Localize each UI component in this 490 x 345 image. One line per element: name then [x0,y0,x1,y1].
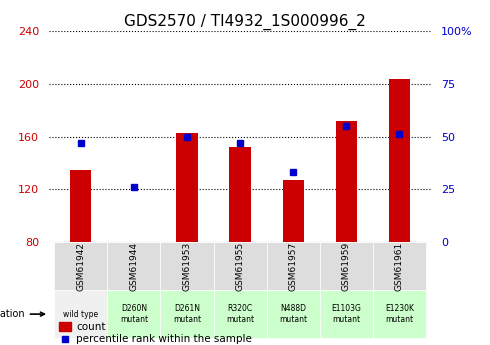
Text: percentile rank within the sample: percentile rank within the sample [76,335,252,344]
FancyBboxPatch shape [373,242,426,290]
Text: D261N
mutant: D261N mutant [173,304,201,324]
Text: GSM61961: GSM61961 [395,241,404,291]
FancyBboxPatch shape [107,290,161,338]
Bar [283,180,304,242]
Text: N488D
mutant: N488D mutant [279,304,307,324]
FancyBboxPatch shape [320,290,373,338]
Bar [229,147,251,242]
FancyBboxPatch shape [54,290,107,338]
Text: wild type: wild type [63,309,98,319]
FancyBboxPatch shape [214,242,267,290]
FancyBboxPatch shape [267,290,320,338]
Text: E1103G
mutant: E1103G mutant [331,304,361,324]
Text: GSM61944: GSM61944 [129,241,139,290]
FancyBboxPatch shape [54,242,107,290]
FancyBboxPatch shape [161,290,214,338]
Text: genotype/variation: genotype/variation [0,309,45,319]
Bar [336,121,357,242]
Text: GSM61959: GSM61959 [342,241,351,291]
FancyBboxPatch shape [161,242,214,290]
FancyBboxPatch shape [320,242,373,290]
FancyBboxPatch shape [267,242,320,290]
Text: GDS2570 / TI4932_1S000996_2: GDS2570 / TI4932_1S000996_2 [124,14,366,30]
Text: GSM61957: GSM61957 [289,241,298,291]
Bar [176,132,197,242]
Bar [389,79,410,242]
FancyBboxPatch shape [373,290,426,338]
Text: GSM61953: GSM61953 [182,241,192,291]
Text: D260N
mutant: D260N mutant [120,304,148,324]
Text: GSM61942: GSM61942 [76,241,85,290]
Text: R320C
mutant: R320C mutant [226,304,254,324]
Text: count: count [76,322,105,332]
Text: GSM61955: GSM61955 [236,241,245,291]
Bar [59,322,71,331]
FancyBboxPatch shape [214,290,267,338]
Text: E1230K
mutant: E1230K mutant [385,304,414,324]
Bar [70,170,92,242]
FancyBboxPatch shape [107,242,161,290]
